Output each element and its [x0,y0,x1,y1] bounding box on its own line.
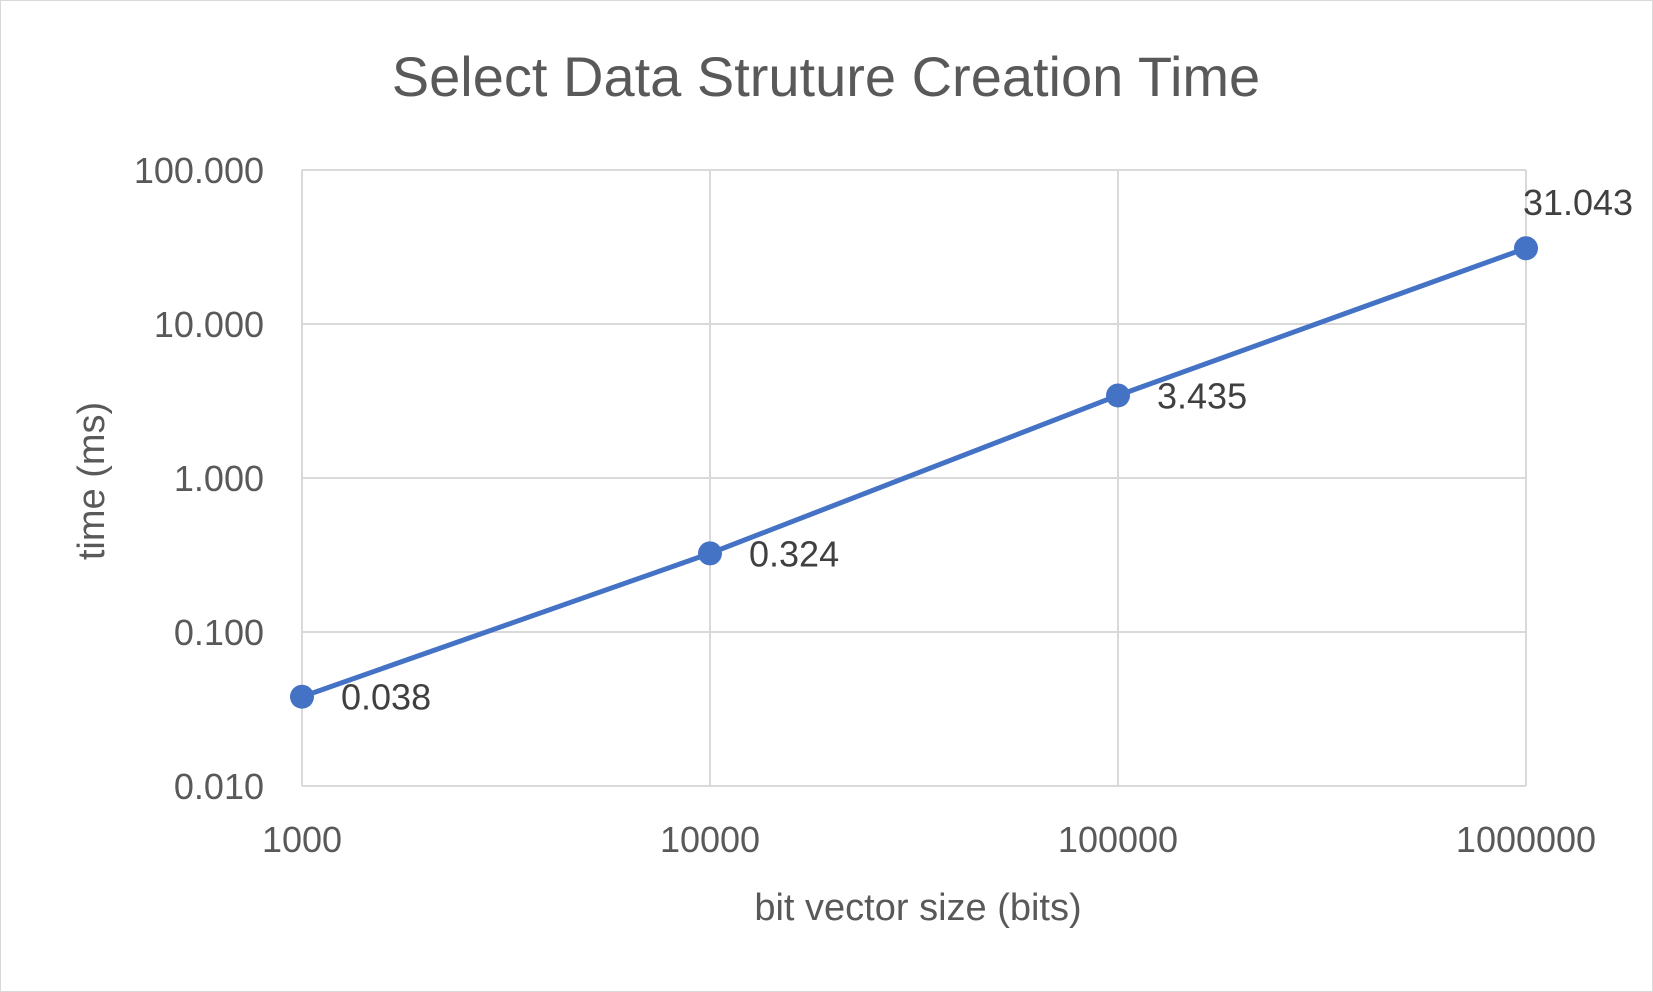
data-point [290,684,314,709]
data-point [698,541,722,566]
y-tick-label: 100.000 [134,150,264,191]
x-tick-label: 1000000 [1456,819,1596,860]
x-tick-label: 10000 [660,819,760,860]
x-axis-title: bit vector size (bits) [754,887,1081,929]
data-label: 0.324 [749,533,839,574]
data-label: 3.435 [1157,375,1247,416]
y-axis-title: time (ms) [71,402,113,560]
y-axis-ticks: 0.010 0.100 1.000 10.000 100.000 [134,150,264,807]
data-label: 0.038 [341,677,431,718]
y-tick-label: 0.010 [174,766,264,807]
chart-title: Select Data Struture Creation Time [392,45,1260,108]
y-tick-label: 0.100 [174,612,264,653]
gridlines [301,169,1527,787]
series-line [301,245,1527,700]
y-tick-label: 10.000 [154,304,264,345]
x-tick-label: 100000 [1058,819,1178,860]
x-tick-label: 1000 [262,819,342,860]
y-tick-label: 1.000 [174,458,264,499]
x-axis-ticks: 1000 10000 100000 1000000 [262,819,1596,860]
data-point [1514,236,1538,261]
series-layer: 0.038 0.324 3.435 31.043 [290,182,1633,718]
data-label: 31.043 [1523,182,1633,223]
data-point [1106,383,1130,408]
